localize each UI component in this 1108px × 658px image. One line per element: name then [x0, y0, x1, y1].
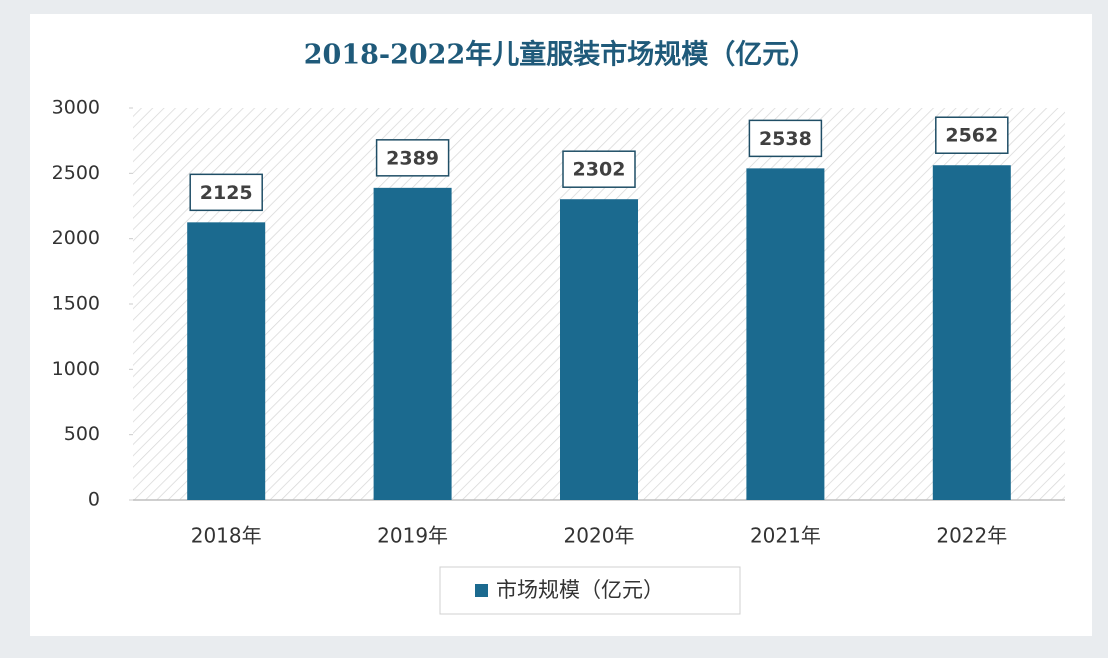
x-tick-label: 2018年 — [191, 524, 262, 548]
data-label-box — [935, 116, 1009, 154]
data-label: 2562 — [945, 125, 998, 147]
chart-title: 2018-2022年儿童服装市场规模（亿元） — [304, 39, 817, 71]
x-tick-label: 2020年 — [564, 524, 635, 548]
data-label: 2538 — [759, 128, 812, 150]
data-label: 2389 — [386, 147, 439, 169]
x-tick-label: 2022年 — [936, 524, 1007, 548]
y-tick-label: 2000 — [52, 227, 100, 249]
x-tick-label: 2019年 — [377, 524, 448, 548]
x-tick-label: 2021年 — [750, 524, 821, 548]
data-label-box — [189, 173, 263, 212]
legend-swatch — [475, 584, 488, 597]
legend-box — [439, 566, 741, 615]
bar — [746, 168, 825, 501]
y-tick-label: 2500 — [52, 162, 100, 184]
y-tick-label: 1500 — [52, 293, 100, 315]
bar — [373, 187, 452, 500]
data-label: 2125 — [200, 182, 253, 204]
bar — [187, 222, 266, 501]
y-tick-label: 1000 — [52, 358, 100, 380]
y-tick-label: 0 — [88, 489, 100, 511]
data-label-box — [562, 150, 636, 188]
bar — [932, 165, 1011, 500]
data-label-box — [748, 119, 823, 158]
y-tick-label: 500 — [64, 423, 100, 445]
data-label: 2302 — [573, 159, 626, 181]
bar — [560, 199, 638, 501]
y-tick-label: 3000 — [52, 97, 100, 119]
data-label-box — [375, 139, 450, 177]
legend-label: 市场规模（亿元） — [496, 578, 664, 602]
